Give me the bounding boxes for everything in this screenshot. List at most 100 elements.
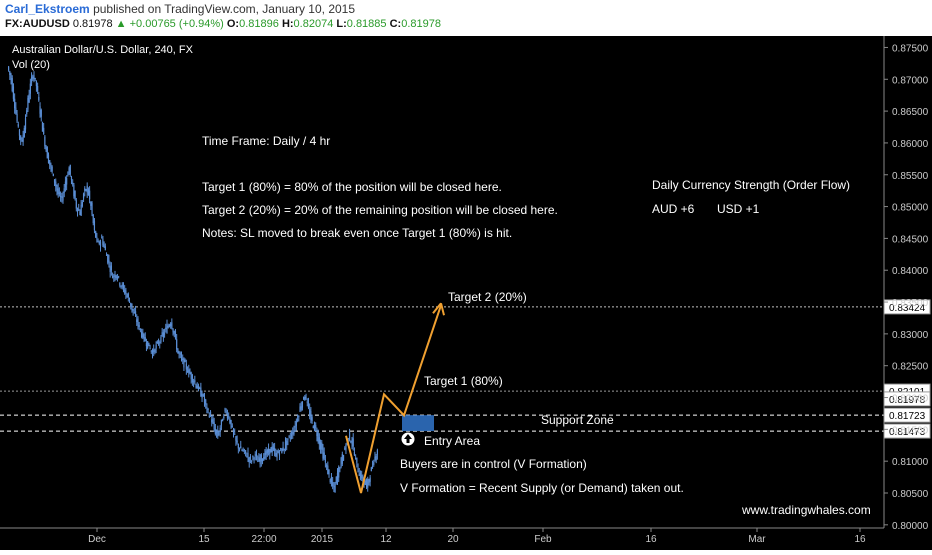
candle-body — [288, 435, 290, 437]
candle-body — [111, 276, 114, 279]
candle-body — [72, 182, 74, 185]
candle-body — [95, 231, 97, 238]
price-tick-label: 0.80000 — [892, 521, 929, 532]
candle-body — [101, 237, 103, 239]
candle-body — [193, 381, 195, 383]
candle-body — [46, 147, 48, 159]
candle-body — [145, 343, 148, 347]
candle-body — [182, 358, 184, 361]
candle-body — [316, 432, 318, 437]
buyers-note: Buyers are in control (V Formation) — [400, 457, 587, 471]
candle-body — [237, 444, 239, 449]
candle-body — [224, 408, 226, 412]
candle-body — [283, 448, 285, 451]
candle-body — [361, 474, 363, 479]
candle-body — [131, 303, 133, 310]
price-change: ▲ +0.00765 (+0.94%) — [115, 18, 224, 30]
candle-body — [309, 409, 311, 417]
candle-body — [104, 246, 106, 250]
candle-body — [270, 447, 272, 453]
aud-strength: AUD +6 — [652, 202, 695, 216]
price-tick-label: 0.83500 — [892, 298, 929, 309]
candle-body — [289, 437, 291, 439]
candle-body — [156, 341, 158, 344]
published-text: published on TradingView.com, January 10… — [93, 2, 356, 16]
candle-body — [265, 451, 267, 455]
candle-body — [243, 449, 245, 451]
candle-body — [267, 448, 270, 453]
candle-body — [15, 107, 17, 114]
candle-body — [191, 375, 193, 383]
candle-body — [201, 393, 203, 399]
candle-body — [160, 336, 162, 342]
candle-body — [121, 284, 123, 287]
open-value: 0.81896 — [239, 18, 279, 30]
candle-body — [315, 425, 317, 429]
candle-body — [115, 275, 117, 279]
candle-body — [79, 211, 81, 216]
candle-body — [205, 399, 207, 405]
candle-body — [313, 422, 316, 431]
candle-body — [40, 109, 42, 117]
candle-body — [292, 431, 294, 435]
candle-body — [260, 454, 262, 462]
candle-body — [272, 447, 275, 450]
candle-body — [259, 458, 261, 464]
time-axis: Dec 15 22:00 2015 12 20 Feb 16 Mar 16 — [88, 528, 866, 545]
candle-body — [222, 419, 224, 422]
candle-body — [358, 473, 360, 477]
candle-body — [153, 349, 155, 353]
candle-body — [35, 80, 38, 87]
candle-body — [229, 418, 231, 423]
candle-body — [330, 476, 333, 483]
candle-body — [365, 481, 368, 486]
candle-body — [275, 452, 277, 456]
candle-body — [362, 476, 364, 482]
candle-body — [155, 344, 157, 349]
close-label: C: — [389, 18, 402, 30]
candle-body — [340, 457, 342, 467]
volume-label: Vol (20) — [12, 59, 50, 71]
price-tick-label: 0.86500 — [892, 107, 929, 118]
candle-body — [241, 450, 243, 452]
time-tick-label: 15 — [198, 534, 210, 545]
author-link[interactable]: Carl_Ekstroem — [5, 2, 90, 16]
candle-body — [53, 179, 56, 183]
time-tick-label: 20 — [447, 534, 459, 545]
time-tick-label: Dec — [88, 534, 106, 545]
candle-body — [271, 446, 273, 453]
time-tick-label: Mar — [748, 534, 766, 545]
candle-body — [159, 342, 161, 344]
candle-body — [90, 201, 92, 206]
price-tick-label: 0.85000 — [892, 203, 929, 214]
target1-note: Target 1 (80%) = 80% of the position wil… — [202, 180, 502, 194]
candle-body — [157, 343, 160, 345]
candle-body — [310, 411, 312, 421]
candle-body — [170, 323, 172, 326]
candle-body — [254, 454, 256, 456]
candle-body — [63, 188, 65, 193]
candle-body — [30, 76, 33, 83]
candle-body — [356, 457, 358, 463]
candle-body — [14, 98, 16, 109]
candle-body — [107, 254, 109, 263]
candle-body — [98, 241, 100, 244]
candle-body — [66, 177, 68, 185]
candle-body — [364, 480, 366, 485]
candle-body — [74, 190, 76, 200]
candle-body — [206, 406, 208, 408]
candle-body — [32, 76, 34, 79]
candle-body — [305, 396, 307, 398]
candle-body — [255, 454, 258, 457]
price-tick-label: 0.81500 — [892, 425, 929, 436]
candle-body — [136, 319, 138, 323]
support-top-price-label: 0.81723 — [889, 411, 926, 422]
candle-body — [33, 75, 35, 78]
candle-body — [108, 260, 110, 263]
price-tick-label: 0.84500 — [892, 234, 929, 245]
candle-body — [355, 458, 357, 460]
candle-body — [59, 195, 62, 197]
candle-body — [217, 430, 219, 437]
